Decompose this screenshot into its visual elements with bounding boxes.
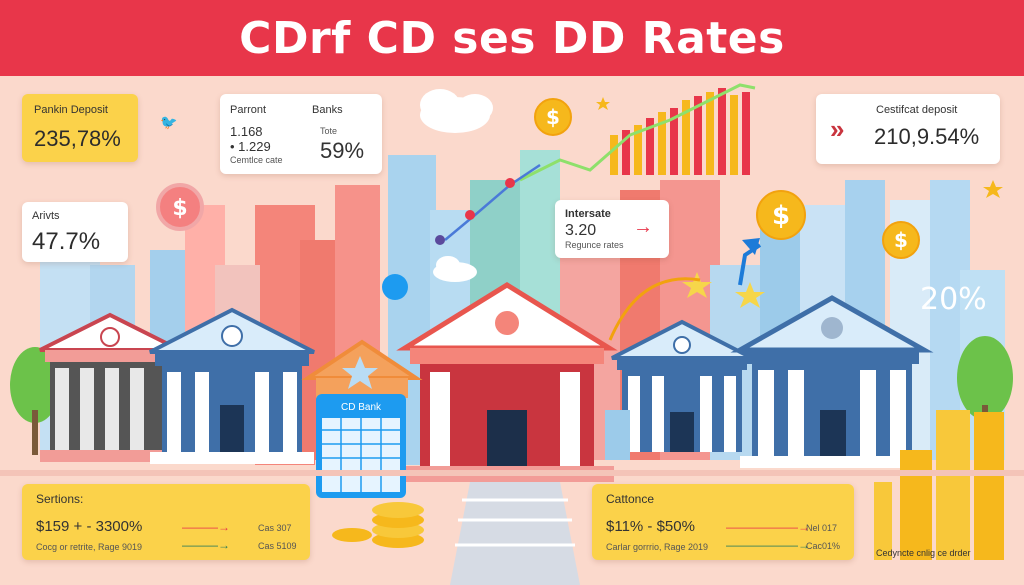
cattonce-tag2: Cac01%: [806, 541, 841, 551]
cattonce-value: $11% - $50%: [606, 518, 695, 535]
bank-building-left: [39, 312, 181, 462]
overlay-percent: 20%: [920, 282, 987, 317]
sertions-note: Cocg or retrite, Rage 9019: [36, 542, 143, 552]
walkway: [450, 482, 580, 585]
arrow-right-icon: →: [633, 216, 653, 238]
certificat-deposit-value: 210,9.54%: [874, 124, 980, 149]
cattonce-panel: Cattonce $11% - $50% Carlar gorrrio, Rag…: [592, 484, 854, 560]
bank-building-right: [605, 319, 753, 460]
arrow-right-icon: ——————→: [726, 520, 810, 534]
house-star-icon: [301, 339, 423, 398]
tree-decorations: [10, 336, 1013, 455]
certificat-deposit-label: Cestifcat deposit: [876, 104, 958, 116]
intersate-card: Intersate 3.20 Regunce rates →: [555, 200, 669, 258]
intersate-label: Intersate: [565, 208, 611, 220]
sertions-tag1: Cas 307: [258, 523, 292, 533]
pankin-deposit-card: Pankin Deposit 235,78%: [22, 94, 138, 162]
coin-stack: [332, 502, 424, 548]
arrow-right-icon: ———→: [182, 538, 230, 552]
gold-bars: [874, 410, 1004, 560]
parront-line3: Cemtlce cate: [230, 155, 283, 165]
cloud-decorations: [420, 89, 493, 282]
sertions-value: $159 + - 3300%: [36, 518, 143, 535]
double-chevron-icon: »: [830, 114, 845, 144]
svg-text:$: $: [772, 201, 790, 231]
bank-building-right-large: [730, 295, 934, 468]
parront-line2: • 1.229: [230, 139, 271, 154]
cattonce-tag1: Nel 017: [806, 523, 838, 533]
banks-label: Banks: [312, 104, 343, 116]
arivts-value: 47.7%: [32, 228, 101, 255]
pankin-deposit-label: Pankin Deposit: [34, 104, 108, 116]
intersate-value: 3.20: [565, 222, 597, 239]
pankin-deposit-value: 235,78%: [34, 126, 121, 151]
certificat-deposit-card: Cestifcat deposit » 210,9.54%: [816, 94, 1000, 164]
svg-text:$: $: [894, 228, 908, 252]
bar-graph-decoration: [435, 83, 756, 245]
page-title: CDrf CD ses DD Rates: [239, 12, 785, 64]
cd-bank-label: CD Bank: [340, 402, 381, 413]
footer-note: Cedyncte cnlig ce drder: [876, 548, 971, 558]
parront-banks-card: Parront 1.168 • 1.229 Cemtlce cate Banks…: [220, 94, 382, 174]
twitter-bird-icon: 🐦: [160, 114, 178, 130]
banks-value: 59%: [320, 138, 365, 163]
bank-building-center: [396, 282, 618, 482]
title-banner: CDrf CD ses DD Rates: [0, 0, 1024, 76]
arrow-right-icon: ——————→: [726, 538, 810, 552]
cattonce-title: Cattonce: [606, 492, 655, 506]
arrow-right-icon: ———→: [182, 520, 230, 534]
coin-decorations: $ $ $ $: [156, 97, 1003, 341]
banks-small-label: Tote: [320, 126, 338, 136]
parront-label: Parront: [230, 104, 267, 116]
sertions-title: Sertions:: [36, 492, 84, 506]
sertions-tag2: Cas 5109: [258, 541, 297, 551]
svg-text:$: $: [546, 105, 560, 129]
arivts-card: Arivts 47.7%: [22, 202, 128, 262]
svg-text:$: $: [172, 196, 187, 221]
arivts-label: Arivts: [32, 210, 60, 222]
parront-line1: 1.168: [230, 124, 263, 139]
bank-building-left-blue: [149, 307, 315, 464]
cattonce-note: Carlar gorrrio, Rage 2019: [606, 542, 709, 552]
sertions-panel: Sertions: $159 + - 3300% Cocg or retrite…: [22, 484, 310, 560]
intersate-small: Regunce rates: [565, 240, 624, 250]
